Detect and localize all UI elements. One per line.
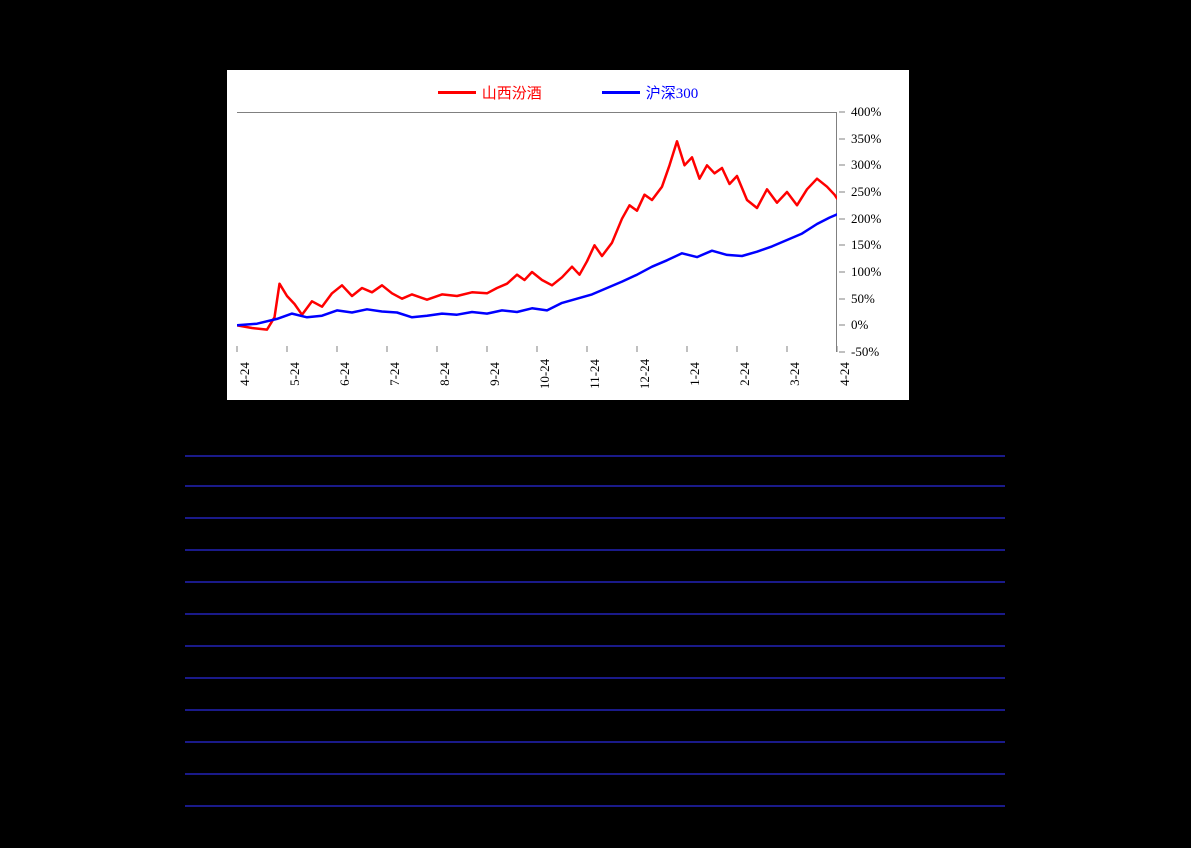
x-tick-label: 12-24 <box>637 359 653 389</box>
x-tick-label: 4-24 <box>237 362 253 386</box>
x-tick-mark <box>637 346 638 352</box>
data-table <box>185 455 1005 807</box>
y-tick-label: 0% <box>851 317 868 333</box>
chart-legend: 山西汾酒 沪深300 <box>227 82 909 103</box>
x-tick-label: 2-24 <box>737 362 753 386</box>
x-tick-label: 7-24 <box>387 362 403 386</box>
table-row <box>185 647 1005 679</box>
y-tick-label: -50% <box>851 344 879 360</box>
legend-item-1: 沪深300 <box>602 82 699 103</box>
y-tick-mark <box>839 325 845 326</box>
y-tick-label: 300% <box>851 157 881 173</box>
table-row <box>185 775 1005 807</box>
y-tick-label: 350% <box>851 131 881 147</box>
x-tick-mark <box>287 346 288 352</box>
x-tick-label: 3-24 <box>787 362 803 386</box>
y-axis: -50%0%50%100%150%200%250%300%350%400% <box>839 108 909 356</box>
table-row <box>185 519 1005 551</box>
y-tick-mark <box>839 165 845 166</box>
y-tick-mark <box>839 138 845 139</box>
x-tick-mark <box>687 346 688 352</box>
x-tick-mark <box>337 346 338 352</box>
y-tick-mark <box>839 272 845 273</box>
x-tick-mark <box>737 346 738 352</box>
legend-item-0: 山西汾酒 <box>438 82 542 103</box>
line-chart: 山西汾酒 沪深300 -50% 0% 50% 100% 150% 200% 250% 300%… <box>227 70 909 400</box>
y-tick-label: 150% <box>851 237 881 253</box>
y-tick-label: 250% <box>851 184 881 200</box>
legend-label-0: 山西汾酒 <box>482 82 542 103</box>
x-tick-mark <box>387 346 388 352</box>
x-tick-label: 5-24 <box>287 362 303 386</box>
y-tick-label: 100% <box>851 264 881 280</box>
table-row <box>185 679 1005 711</box>
x-tick-mark <box>537 346 538 352</box>
x-tick-label: 4-24 <box>837 362 853 386</box>
y-tick-label: 200% <box>851 211 881 227</box>
x-tick-mark <box>237 346 238 352</box>
x-tick-label: 6-24 <box>337 362 353 386</box>
y-tick-label: 400% <box>851 104 881 120</box>
y-tick-label: 50% <box>851 291 875 307</box>
table-row <box>185 487 1005 519</box>
table-row <box>185 711 1005 743</box>
x-tick-mark <box>787 346 788 352</box>
y-tick-mark <box>839 112 845 113</box>
table-row <box>185 455 1005 487</box>
y-tick-mark <box>839 352 845 353</box>
series-line-1 <box>237 214 837 325</box>
legend-label-1: 沪深300 <box>646 82 699 103</box>
x-tick-label: 8-24 <box>437 362 453 386</box>
legend-swatch-1 <box>602 91 640 94</box>
table-row <box>185 551 1005 583</box>
table-row <box>185 615 1005 647</box>
x-tick-mark <box>837 346 838 352</box>
x-tick-mark <box>487 346 488 352</box>
x-tick-mark <box>437 346 438 352</box>
table-row <box>185 583 1005 615</box>
series-line-0 <box>237 141 837 329</box>
x-axis: 4-24 5-24 6-24 7-24 8-24 9-24 10-24 11-24 12-24 1… <box>237 352 837 400</box>
y-tick-mark <box>839 192 845 193</box>
x-tick-mark <box>587 346 588 352</box>
x-tick-label: 9-24 <box>487 362 503 386</box>
legend-swatch-0 <box>438 91 476 94</box>
table-row <box>185 743 1005 775</box>
y-tick-mark <box>839 218 845 219</box>
x-tick-label: 1-24 <box>687 362 703 386</box>
y-tick-mark <box>839 298 845 299</box>
y-tick-mark <box>839 245 845 246</box>
chart-lines <box>237 112 837 352</box>
x-tick-label: 11-24 <box>587 359 603 389</box>
x-tick-label: 10-24 <box>537 359 553 389</box>
